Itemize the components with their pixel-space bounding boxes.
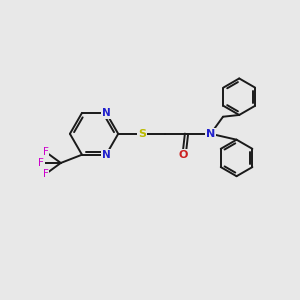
Text: S: S — [138, 129, 146, 139]
Text: O: O — [179, 150, 188, 160]
Text: N: N — [102, 108, 110, 118]
Text: F: F — [38, 158, 44, 168]
Text: F: F — [43, 169, 48, 179]
Text: N: N — [206, 129, 215, 139]
Text: N: N — [102, 150, 110, 160]
Text: F: F — [43, 147, 48, 157]
